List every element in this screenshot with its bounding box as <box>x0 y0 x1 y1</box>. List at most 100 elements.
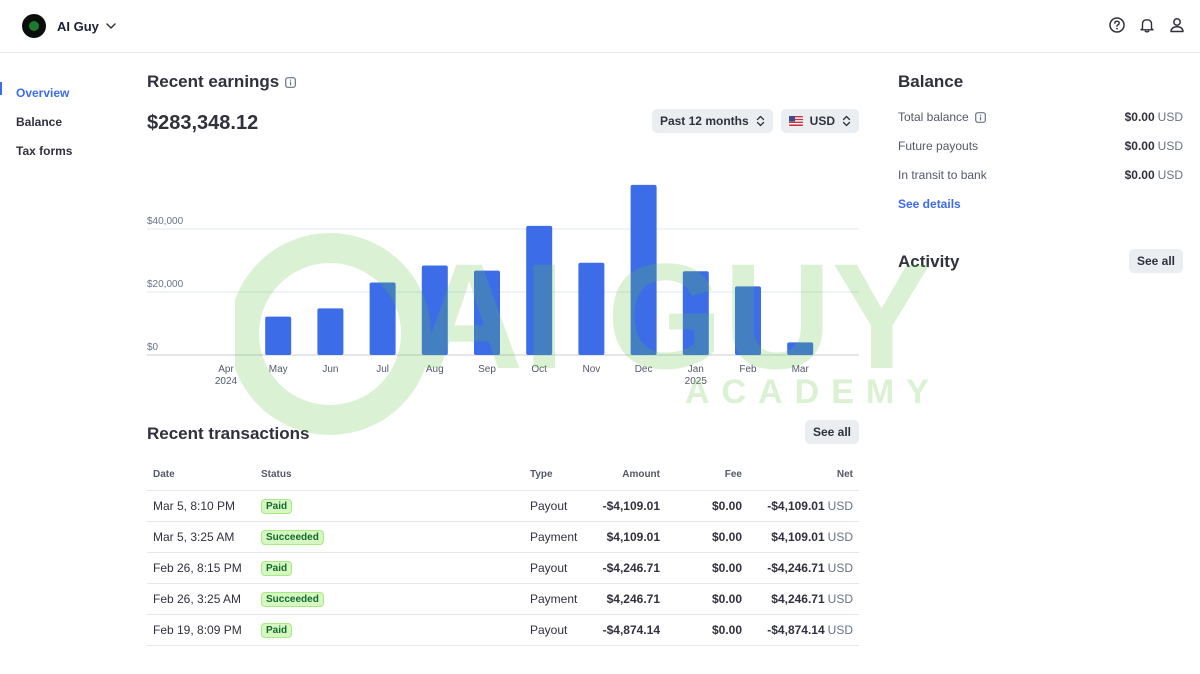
x-tick-sublabel: 2025 <box>685 376 708 387</box>
tx-type: Payment <box>524 583 584 615</box>
table-row[interactable]: Feb 26, 8:15 PM Paid Payout -$4,246.71 $… <box>147 552 859 584</box>
x-tick-label: Nov <box>583 364 601 375</box>
column-header-type[interactable]: Type <box>524 459 584 491</box>
tx-fee: $0.00 <box>666 521 748 553</box>
bar-nov[interactable] <box>578 262 605 355</box>
balance-value: $0.00 <box>1124 168 1155 182</box>
x-tick-label: Dec <box>635 364 653 375</box>
tx-amount: -$4,874.14 <box>584 614 666 646</box>
bar-jul[interactable] <box>369 282 396 355</box>
balance-row-in-transit: In transit to bank $0.00 USD <box>898 166 1183 184</box>
status-badge: Paid <box>261 498 293 514</box>
column-header-fee[interactable]: Fee <box>666 459 748 491</box>
bar-oct[interactable] <box>526 225 553 355</box>
nav-item-balance[interactable]: Balance <box>16 114 63 129</box>
recent-earnings-header: Recent earnings <box>147 72 859 92</box>
tx-net: -$4,246.71 <box>767 560 825 575</box>
balance-row-future-payouts: Future payouts $0.00 USD <box>898 137 1183 155</box>
see-all-activity-button[interactable]: See all <box>1128 249 1183 273</box>
column-header-date[interactable]: Date <box>147 459 255 491</box>
x-tick-label: May <box>269 364 288 375</box>
x-tick-label: Jan <box>688 364 704 375</box>
status-badge: Succeeded <box>261 529 324 545</box>
date-range-label: Past 12 months <box>659 114 749 128</box>
balance-currency: USD <box>1157 110 1183 124</box>
tx-date: Mar 5, 8:10 PM <box>147 490 255 522</box>
tx-date: Feb 26, 8:15 PM <box>147 552 255 584</box>
recent-transactions-title: Recent transactions <box>147 424 310 443</box>
tx-net-currency: USD <box>827 529 853 544</box>
bar-jun[interactable] <box>317 308 344 355</box>
chevron-down-icon <box>106 23 116 29</box>
bar-sep[interactable] <box>474 270 500 355</box>
table-row[interactable]: Mar 5, 8:10 PM Paid Payout -$4,109.01 $0… <box>147 490 859 522</box>
nav-item-tax-forms[interactable]: Tax forms <box>16 143 73 158</box>
table-row[interactable]: Feb 19, 8:09 PM Paid Payout -$4,874.14 $… <box>147 614 859 646</box>
tx-fee: $0.00 <box>666 552 748 584</box>
status-badge: Succeeded <box>261 591 324 607</box>
balance-title: Balance <box>898 72 964 91</box>
y-tick-label: $20,000 <box>147 279 184 290</box>
side-nav: Overview Balance Tax forms <box>0 78 130 165</box>
bar-mar[interactable] <box>787 342 814 355</box>
total-earnings: $283,348.12 <box>147 112 259 134</box>
tx-amount: -$4,246.71 <box>584 552 666 584</box>
balance-label: Future payouts <box>898 139 979 153</box>
user-icon[interactable] <box>1168 16 1186 34</box>
tx-type: Payment <box>524 521 584 553</box>
balance-currency: USD <box>1157 168 1183 182</box>
tx-amount: $4,246.71 <box>584 583 666 615</box>
tx-type: Payout <box>524 552 584 584</box>
account-switcher[interactable]: AI Guy <box>22 14 117 38</box>
us-flag-icon <box>788 116 803 126</box>
tx-net: $4,109.01 <box>771 529 825 544</box>
see-all-transactions-button[interactable]: See all <box>804 420 859 444</box>
x-tick-sublabel: 2024 <box>215 376 238 387</box>
recent-earnings-title: Recent earnings <box>147 72 280 91</box>
column-header-net[interactable]: Net <box>748 459 859 491</box>
help-icon[interactable] <box>1108 16 1126 34</box>
tx-amount: -$4,109.01 <box>584 490 666 522</box>
currency-select[interactable]: USD <box>780 109 859 133</box>
date-range-select[interactable]: Past 12 months <box>651 109 773 133</box>
bar-feb[interactable] <box>735 286 761 355</box>
chevron-updown-icon <box>756 115 764 127</box>
account-name: AI Guy <box>57 18 99 34</box>
right-panel: Balance Total balance $0.00 USD Future pa… <box>898 72 1183 273</box>
tx-date: Mar 5, 3:25 AM <box>147 521 255 553</box>
table-row[interactable]: Mar 5, 3:25 AM Succeeded Payment $4,109.… <box>147 521 859 553</box>
column-header-status[interactable]: Status <box>255 459 524 491</box>
balance-currency: USD <box>1157 139 1183 153</box>
balance-label: Total balance <box>898 110 969 124</box>
tx-net: -$4,109.01 <box>767 498 825 513</box>
nav-item-overview[interactable]: Overview <box>0 78 130 107</box>
tx-net-currency: USD <box>827 622 853 637</box>
x-tick-label: Oct <box>531 364 547 375</box>
bar-may[interactable] <box>265 316 292 355</box>
status-badge: Paid <box>261 622 293 638</box>
x-tick-label: Aug <box>426 364 444 375</box>
balance-value: $0.00 <box>1124 139 1155 153</box>
tx-date: Feb 26, 3:25 AM <box>147 583 255 615</box>
bar-jan[interactable] <box>682 271 709 355</box>
info-icon[interactable] <box>285 76 297 88</box>
earnings-filters: Past 12 months USD <box>651 109 859 133</box>
column-header-amount[interactable]: Amount <box>584 459 666 491</box>
y-tick-label: $40,000 <box>147 216 184 227</box>
currency-label: USD <box>809 114 835 128</box>
tx-amount: $4,109.01 <box>584 521 666 553</box>
tx-net-currency: USD <box>827 560 853 575</box>
transactions-table: Date Status Type Amount Fee Net Mar 5, 8… <box>147 459 859 646</box>
bar-aug[interactable] <box>421 265 448 355</box>
info-icon[interactable] <box>974 111 986 123</box>
table-row[interactable]: Feb 26, 3:25 AM Succeeded Payment $4,246… <box>147 583 859 615</box>
see-details-link[interactable]: See details <box>898 197 961 211</box>
top-bar: AI Guy <box>0 0 1200 53</box>
bell-icon[interactable] <box>1138 16 1156 34</box>
tx-net: $4,246.71 <box>771 591 825 606</box>
balance-label: In transit to bank <box>898 168 987 182</box>
tx-date: Feb 19, 8:09 PM <box>147 614 255 646</box>
bar-dec[interactable] <box>630 184 657 355</box>
x-tick-label: Apr <box>218 364 234 375</box>
